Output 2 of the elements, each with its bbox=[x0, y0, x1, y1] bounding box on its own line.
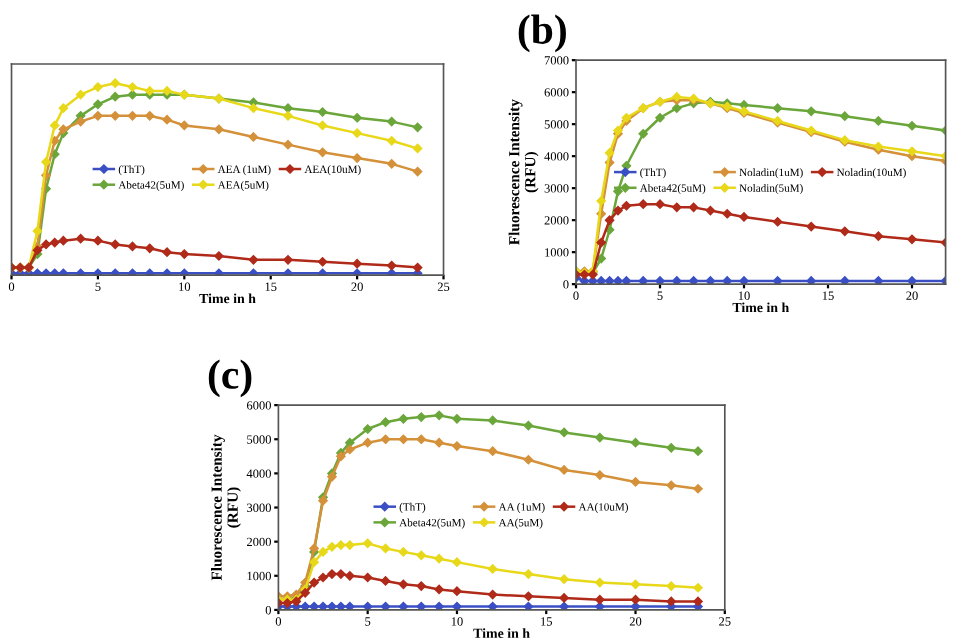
chart-title: (c) bbox=[208, 359, 252, 398]
chart-title: (b) bbox=[518, 14, 566, 53]
